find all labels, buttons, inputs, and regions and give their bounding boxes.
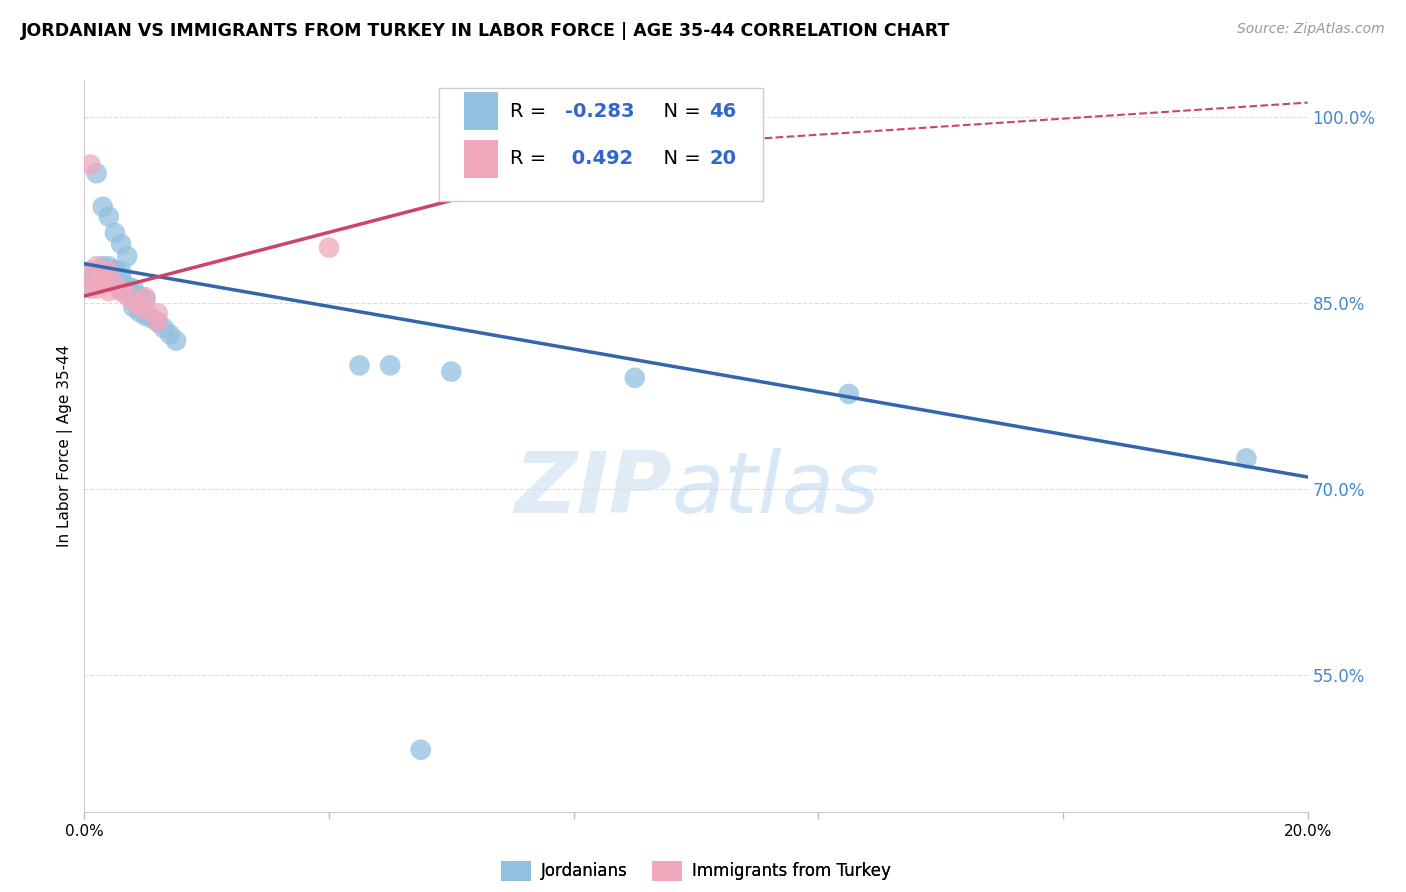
Point (115, 249, 138, 263)
Point (91, 274, 114, 288)
Point (159, 327, 181, 342)
Point (128, 289, 150, 303)
Point (122, 300, 145, 314)
Point (79, 269, 101, 284)
Point (110, 284, 132, 298)
Point (624, 371, 647, 385)
Point (86, 166, 108, 180)
Point (97, 268, 120, 282)
Text: JORDANIAN VS IMMIGRANTS FROM TURKEY IN LABOR FORCE | AGE 35-44 CORRELATION CHART: JORDANIAN VS IMMIGRANTS FROM TURKEY IN L… (21, 22, 950, 40)
Point (104, 277, 127, 291)
Point (146, 315, 169, 329)
FancyBboxPatch shape (439, 87, 763, 201)
Point (86, 259, 108, 273)
Point (122, 287, 145, 301)
Text: 46: 46 (710, 102, 737, 121)
Point (104, 265, 127, 279)
Point (79, 271, 101, 285)
Point (440, 365, 463, 379)
Point (110, 236, 132, 251)
Point (86, 265, 108, 279)
Point (79, 277, 101, 292)
Point (135, 309, 157, 323)
Point (97, 274, 120, 288)
Point (91, 271, 114, 285)
Text: ZIP: ZIP (513, 449, 672, 532)
Point (654, 141, 676, 155)
Y-axis label: In Labor Force | Age 35-44: In Labor Force | Age 35-44 (58, 345, 73, 547)
Point (97, 264, 120, 278)
Point (115, 279, 138, 293)
Point (91, 259, 114, 273)
Point (104, 226, 127, 240)
Point (141, 311, 163, 326)
Text: atlas: atlas (672, 449, 880, 532)
Point (153, 321, 176, 335)
Text: 0.492: 0.492 (565, 149, 633, 169)
Point (128, 290, 150, 304)
Point (115, 289, 138, 303)
Text: R =: R = (510, 102, 553, 121)
Point (146, 306, 169, 320)
Point (409, 743, 432, 757)
Point (104, 263, 127, 277)
Point (128, 305, 150, 319)
Text: R =: R = (510, 149, 553, 169)
Point (380, 359, 402, 373)
Point (91, 200, 114, 214)
Bar (464, 140, 498, 178)
Point (91, 269, 114, 284)
Point (122, 281, 145, 295)
Point (318, 241, 340, 255)
Point (79, 158, 101, 172)
Text: -0.283: -0.283 (565, 102, 634, 121)
Text: 20: 20 (710, 149, 737, 169)
Point (838, 387, 860, 401)
Point (79, 264, 101, 278)
Point (86, 268, 108, 282)
Point (110, 284, 132, 298)
Point (135, 290, 157, 304)
Point (110, 271, 132, 285)
Point (1236, 451, 1258, 466)
Point (135, 293, 157, 307)
Point (91, 261, 114, 276)
Point (165, 334, 187, 348)
Point (97, 284, 120, 298)
Point (128, 299, 150, 313)
Point (122, 293, 145, 308)
Text: Source: ZipAtlas.com: Source: ZipAtlas.com (1237, 22, 1385, 37)
Bar (464, 93, 498, 130)
Point (115, 284, 138, 298)
Text: N =: N = (651, 149, 707, 169)
Point (97, 210, 120, 224)
Point (86, 281, 108, 295)
Text: N =: N = (651, 102, 707, 121)
Legend: Jordanians, Immigrants from Turkey: Jordanians, Immigrants from Turkey (494, 854, 898, 888)
Point (349, 359, 371, 373)
Point (135, 302, 157, 317)
Point (146, 315, 169, 329)
Point (86, 274, 108, 288)
Point (79, 281, 101, 295)
Point (110, 264, 132, 278)
Point (97, 259, 120, 273)
Point (104, 264, 127, 278)
